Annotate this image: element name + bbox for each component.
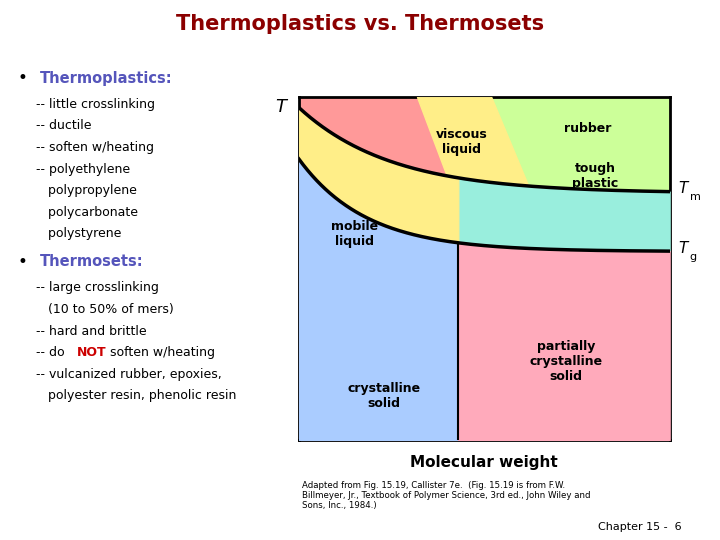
Text: -- soften w/heating: -- soften w/heating [36, 141, 154, 154]
Text: -- polyethylene: -- polyethylene [36, 163, 130, 176]
Text: crystalline
solid: crystalline solid [348, 382, 420, 409]
Text: -- do: -- do [36, 346, 68, 359]
Text: T: T [678, 181, 688, 197]
Text: -- hard and brittle: -- hard and brittle [36, 325, 147, 338]
Text: Chapter 15 -  6: Chapter 15 - 6 [598, 522, 681, 531]
Text: rubber: rubber [564, 122, 612, 134]
Text: Thermoplastics vs. Thermosets: Thermoplastics vs. Thermosets [176, 14, 544, 35]
Text: -- ductile: -- ductile [36, 119, 91, 132]
Text: tough
plastic: tough plastic [572, 162, 618, 190]
Text: NOT: NOT [77, 346, 107, 359]
Text: Thermosets:: Thermosets: [40, 254, 143, 269]
Text: Adapted from Fig. 15.19, Callister 7e.  (Fig. 15.19 is from F.W.
Billmeyer, Jr.,: Adapted from Fig. 15.19, Callister 7e. (… [302, 481, 591, 510]
Text: •: • [18, 253, 28, 271]
Polygon shape [418, 97, 528, 186]
Text: -- large crosslinking: -- large crosslinking [36, 281, 159, 294]
Text: polystyrene: polystyrene [36, 227, 122, 240]
Text: -- vulcanized rubber, epoxies,: -- vulcanized rubber, epoxies, [36, 368, 222, 381]
Text: T: T [275, 98, 287, 117]
Polygon shape [492, 97, 670, 192]
Text: T: T [678, 241, 688, 256]
Text: Molecular weight: Molecular weight [410, 455, 558, 470]
Text: (10 to 50% of mers): (10 to 50% of mers) [36, 303, 174, 316]
Text: viscous
liquid: viscous liquid [436, 128, 488, 156]
Polygon shape [299, 97, 670, 440]
Text: g: g [690, 252, 697, 261]
Text: Thermoplastics:: Thermoplastics: [40, 71, 172, 86]
Text: •: • [18, 69, 28, 87]
Text: polyester resin, phenolic resin: polyester resin, phenolic resin [36, 389, 236, 402]
Text: mobile
liquid: mobile liquid [331, 220, 378, 248]
Text: polycarbonate: polycarbonate [36, 206, 138, 219]
Text: partially
crystalline
solid: partially crystalline solid [529, 340, 603, 383]
Text: m: m [690, 192, 701, 202]
Text: soften w/heating: soften w/heating [106, 346, 215, 359]
Text: -- little crosslinking: -- little crosslinking [36, 98, 155, 111]
Text: polypropylene: polypropylene [36, 184, 137, 197]
